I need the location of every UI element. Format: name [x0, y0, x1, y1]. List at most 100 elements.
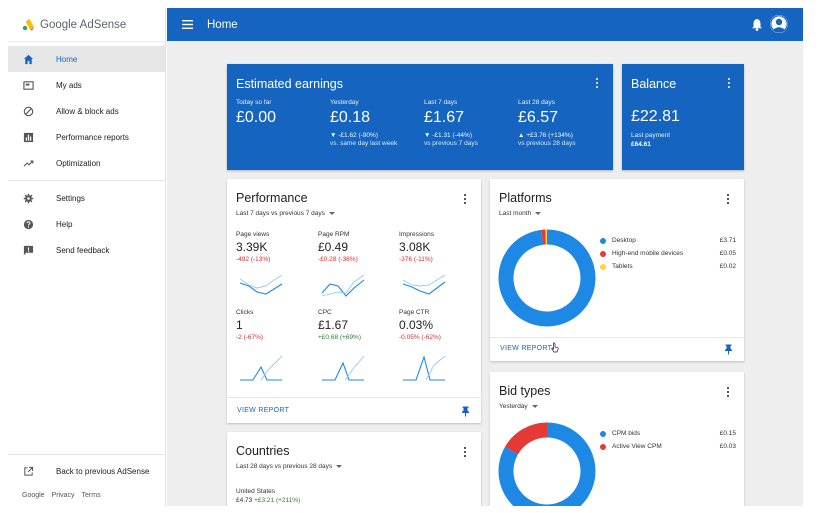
legend-label: Tablets [612, 263, 633, 270]
donut-slice-active-view-cpm [504, 422, 548, 455]
sidebar-item-allow-block-ads[interactable]: Allow & block ads [8, 98, 165, 124]
sidebar-item-home[interactable]: Home [8, 46, 165, 72]
feedback-icon [22, 244, 34, 256]
country-row: £4.73 +£3.21 (+211%) [236, 497, 300, 504]
open-in-new-icon [22, 465, 34, 477]
menu-button[interactable] [167, 8, 207, 41]
range-label: Last month [499, 210, 532, 217]
bid-types-donut-chart [498, 422, 596, 506]
metric-label: CPC [318, 309, 332, 316]
sidebar-item-my-ads[interactable]: My ads [8, 72, 165, 98]
metric-label: Page CTR [399, 309, 430, 316]
platforms-view-report-link[interactable]: VIEW REPORT [500, 345, 553, 352]
balance-title: Balance [631, 77, 677, 91]
metric-value: £0.49 [318, 240, 349, 254]
brand[interactable]: Google AdSense [8, 8, 165, 42]
sidebar-item-optimization[interactable]: Optimization [8, 150, 165, 176]
cpc-sparkline [322, 355, 365, 381]
pin-icon[interactable] [724, 344, 733, 355]
legend-item-active-view-cpm: Active View CPM £0.03 [600, 440, 736, 453]
earnings-more-icon[interactable] [593, 77, 601, 89]
country-name: United States [236, 488, 276, 495]
country-delta: +£3.21 (+211%) [254, 497, 301, 504]
pin-icon[interactable] [461, 406, 470, 417]
sidebar-item-back-to-previous[interactable]: Back to previous AdSense [8, 458, 165, 484]
metric-value: 3.39K [236, 240, 268, 254]
google-link[interactable]: Google [22, 492, 45, 499]
metric-page-rpm[interactable]: Page RPM £0.49 -£0.28 (-36%) [318, 231, 388, 263]
sidebar-item-performance-reports[interactable]: Performance reports [8, 124, 165, 150]
secondary-nav: Settings Help Send feedback [8, 181, 165, 267]
stat-label: Last 7 days [424, 99, 458, 106]
metric-delta: +£0.68 (+69%) [318, 334, 362, 341]
country-value: £4.73 [236, 497, 253, 504]
terms-link[interactable]: Terms [81, 492, 101, 499]
metric-delta: -376 (-11%) [399, 256, 433, 263]
stat-label: Last 28 days [518, 99, 555, 106]
ads-icon [22, 79, 34, 91]
performance-view-report-link[interactable]: VIEW REPORT [237, 407, 290, 414]
earnings-stat-last-7-days: Last 7 days £1.67 ▼ -£1.31 (-44%) vs pre… [424, 99, 516, 147]
metric-label: Clicks [236, 309, 254, 316]
clicks-sparkline [240, 355, 283, 381]
range-label: Yesterday [499, 403, 528, 410]
platforms-donut-chart [498, 229, 596, 327]
stat-label: Yesterday [330, 99, 359, 106]
countries-more-icon[interactable] [461, 446, 469, 458]
block-icon [22, 105, 34, 117]
metric-cpc[interactable]: CPC £1.67 +£0.68 (+69%) [318, 309, 388, 341]
bid-types-title: Bid types [499, 384, 551, 398]
notifications-bell-icon[interactable] [751, 18, 763, 31]
last-payment-label: Last payment [631, 132, 671, 139]
earnings-stat-last-28-days: Last 28 days £6.57 ▲ +£3.76 (+134%) vs p… [518, 99, 610, 147]
stat-value: £1.67 [424, 109, 465, 126]
performance-more-icon[interactable] [461, 193, 469, 205]
bid-types-more-icon[interactable] [724, 386, 732, 398]
stat-delta: ▲ +£3.76 (+134%) [518, 132, 573, 139]
card-divider [227, 397, 481, 398]
platforms-more-icon[interactable] [724, 193, 732, 205]
range-label: Last 7 days vs previous 7 days [236, 210, 325, 217]
metric-value: £1.67 [318, 318, 349, 332]
metric-page-views[interactable]: Page views 3.39K -492 (-13%) [236, 231, 306, 263]
legend-value: £0.03 [719, 443, 736, 450]
bid-types-card: Bid types Yesterday CPM bids £0.15 Activ… [490, 372, 744, 506]
earnings-title: Estimated earnings [236, 77, 344, 91]
stat-value: £6.57 [518, 109, 559, 126]
legend-item-tablets: Tablets £0.02 [600, 260, 736, 273]
metric-page-ctr[interactable]: Page CTR 0.03% -0.05% (-62%) [399, 309, 469, 341]
account-icon [770, 15, 788, 33]
sidebar-item-help[interactable]: Help [8, 211, 165, 237]
sidebar-item-send-feedback[interactable]: Send feedback [8, 237, 165, 263]
earnings-stat-yesterday: Yesterday £0.18 ▼ -£1.62 (-90%) vs. same… [330, 99, 422, 147]
top-app-bar: Home [167, 8, 803, 41]
page-rpm-sparkline [321, 274, 365, 297]
stat-comparison: vs previous 28 days [518, 140, 576, 147]
page-views-sparkline [239, 274, 283, 295]
last-payment-value: £64.61 [631, 141, 651, 148]
card-divider [490, 337, 744, 338]
account-avatar[interactable] [770, 15, 788, 33]
help-icon [22, 218, 34, 230]
metric-impressions[interactable]: Impressions 3.08K -376 (-11%) [399, 231, 469, 263]
chevron-down-icon [328, 212, 335, 215]
stat-value: £0.18 [330, 109, 371, 126]
stat-comparison: vs. same day last week [330, 140, 398, 147]
metric-label: Page views [236, 231, 270, 238]
bid-types-range-dropdown[interactable]: Yesterday [499, 403, 538, 410]
metric-clicks[interactable]: Clicks 1 -2 (-67%) [236, 309, 306, 341]
balance-card: Balance £22.81 Last payment £64.61 [622, 64, 744, 170]
balance-more-icon[interactable] [725, 77, 733, 89]
stat-delta: ▼ -£1.31 (-44%) [424, 132, 472, 139]
platforms-range-dropdown[interactable]: Last month [499, 210, 542, 217]
countries-range-dropdown[interactable]: Last 28 days vs previous 28 days [236, 463, 343, 470]
sidebar-item-label: Send feedback [56, 245, 110, 255]
legend-value: £0.15 [719, 430, 736, 437]
privacy-link[interactable]: Privacy [51, 492, 75, 499]
sidebar-item-settings[interactable]: Settings [8, 185, 165, 211]
performance-range-dropdown[interactable]: Last 7 days vs previous 7 days [236, 210, 335, 217]
sidebar-item-label: Help [56, 219, 73, 229]
legend-item-desktop: Desktop £3.71 [600, 234, 736, 247]
legend-value: £3.71 [719, 237, 736, 244]
